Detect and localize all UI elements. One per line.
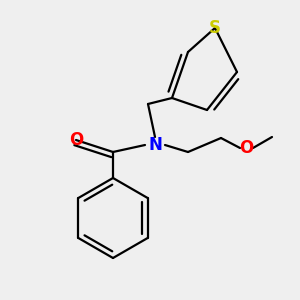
Text: S: S [209,19,221,37]
Text: O: O [69,131,83,149]
Text: N: N [148,136,162,154]
Text: O: O [239,139,253,157]
